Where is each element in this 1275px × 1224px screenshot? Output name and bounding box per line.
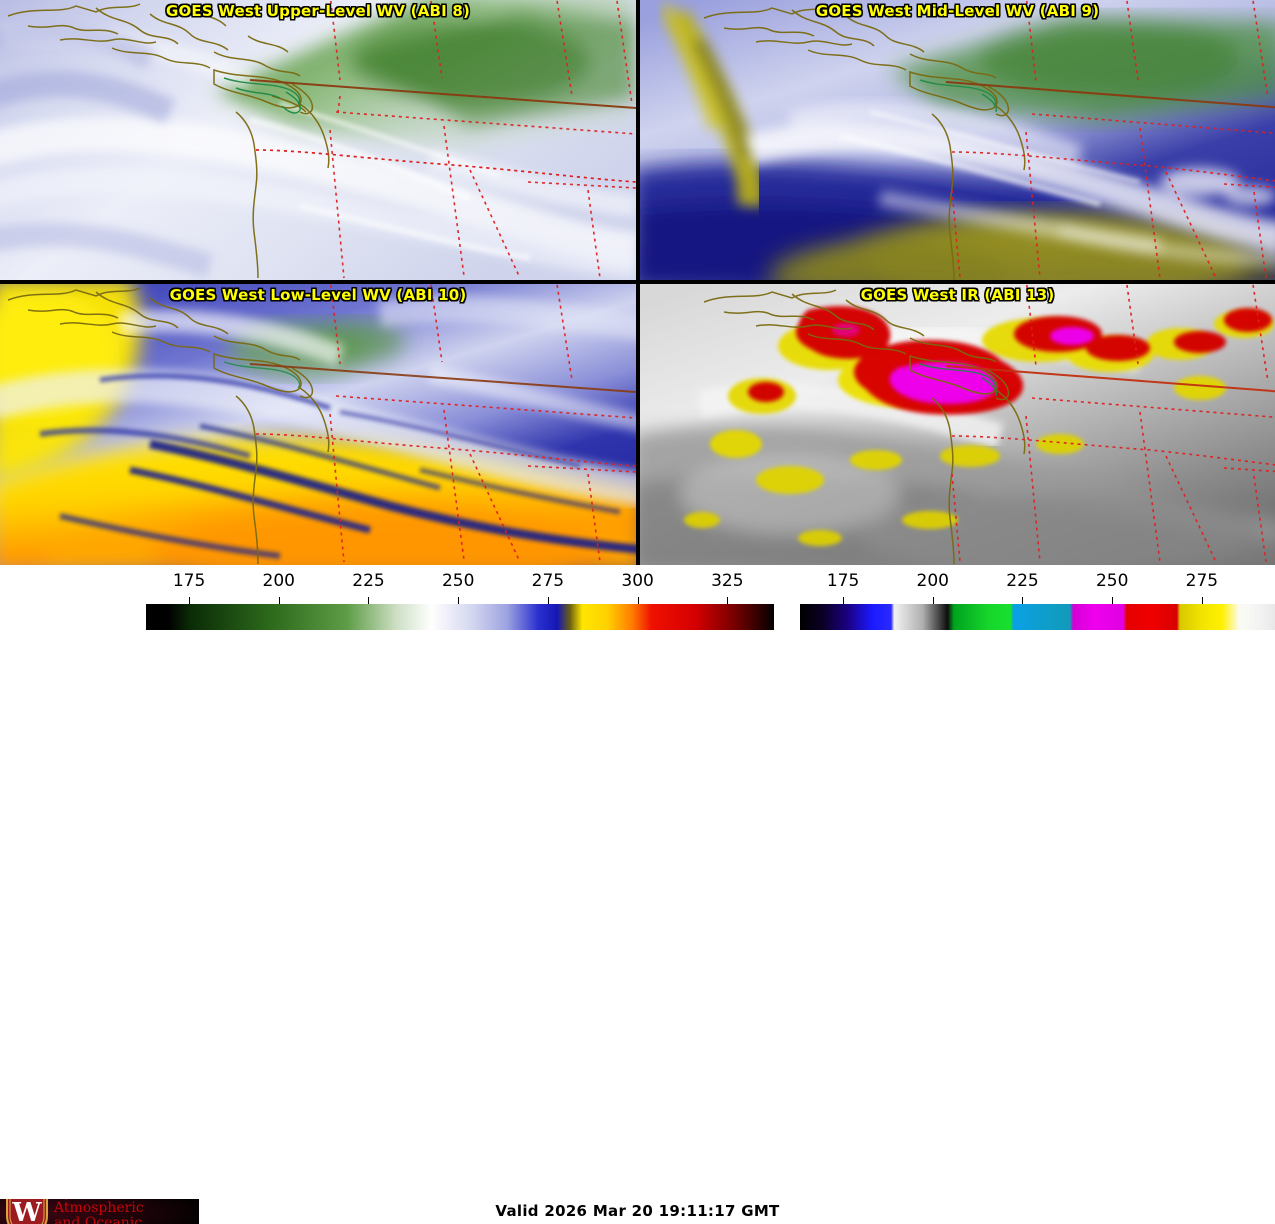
legend-strip: 175 200 225 250 275 300 325 175 200 225 250 275 300… [0,565,1275,1224]
colorbar-tickmark [1022,597,1024,604]
panel-low-level-wv[interactable]: GOES West Low-Level WV (ABI 10) [0,284,636,565]
colorbar-tickmark [189,597,191,604]
wv-colorbar-ticklabels: 175 200 225 250 275 300 325 [146,571,774,597]
colorbar-tickmark [932,597,934,604]
mid-level-wv-image [640,0,1275,280]
panel-mid-level-wv[interactable]: GOES West Mid-Level WV (ABI 9) [640,0,1275,280]
colorbar-tick-label: 200 [262,571,295,591]
colorbar-tick-label: 325 [711,571,744,591]
colorbar-tickmark [843,597,845,604]
colorbar-tickmark [278,597,280,604]
wv-colorbar[interactable]: 175 200 225 250 275 300 325 [146,565,774,631]
wv-colorbar-tickmarks [146,597,774,604]
colorbar-tickmark [368,597,370,604]
colorbar-tick-label: 200 [916,571,949,591]
ir-image [640,284,1275,565]
colorbar-tickmark [1112,597,1114,604]
low-level-wv-image [0,284,636,565]
valid-time-caption: Valid 2026 Mar 20 19:11:17 GMT [495,1202,780,1220]
panel-grid: GOES West Upper-Level WV (ABI 8) [0,0,1275,565]
logo-department-line: Department of [54,1199,199,1200]
colorbar-tick-label: 225 [352,571,385,591]
wv-colorbar-gradient[interactable] [146,604,774,630]
colorbar-tick-label: 275 [1185,571,1219,591]
colorbar-tick-label: 250 [1095,571,1129,591]
ir-colorbar-gradient[interactable] [800,604,1275,630]
colorbar-tick-label: 275 [531,571,565,591]
colorbar-tickmark [547,597,549,604]
ir-colorbar-tickmarks [800,597,1275,604]
colorbar-tick-label: 175 [172,571,206,591]
colorbar-tickmark [458,597,460,604]
colorbar-tick-label: 225 [1006,571,1039,591]
panel-ir[interactable]: GOES West IR (ABI 13) [640,284,1275,565]
colorbar-tickmark [637,597,639,604]
colorbar-tick-label: 250 [441,571,475,591]
colorbar-tickmark [727,597,729,604]
colorbar-tickmark [1201,597,1203,604]
upper-level-wv-image [0,0,636,280]
colorbar-tick-label: 175 [826,571,860,591]
panel-upper-level-wv[interactable]: GOES West Upper-Level WV (ABI 8) [0,0,636,280]
colorbar-tick-label: 300 [621,571,654,591]
